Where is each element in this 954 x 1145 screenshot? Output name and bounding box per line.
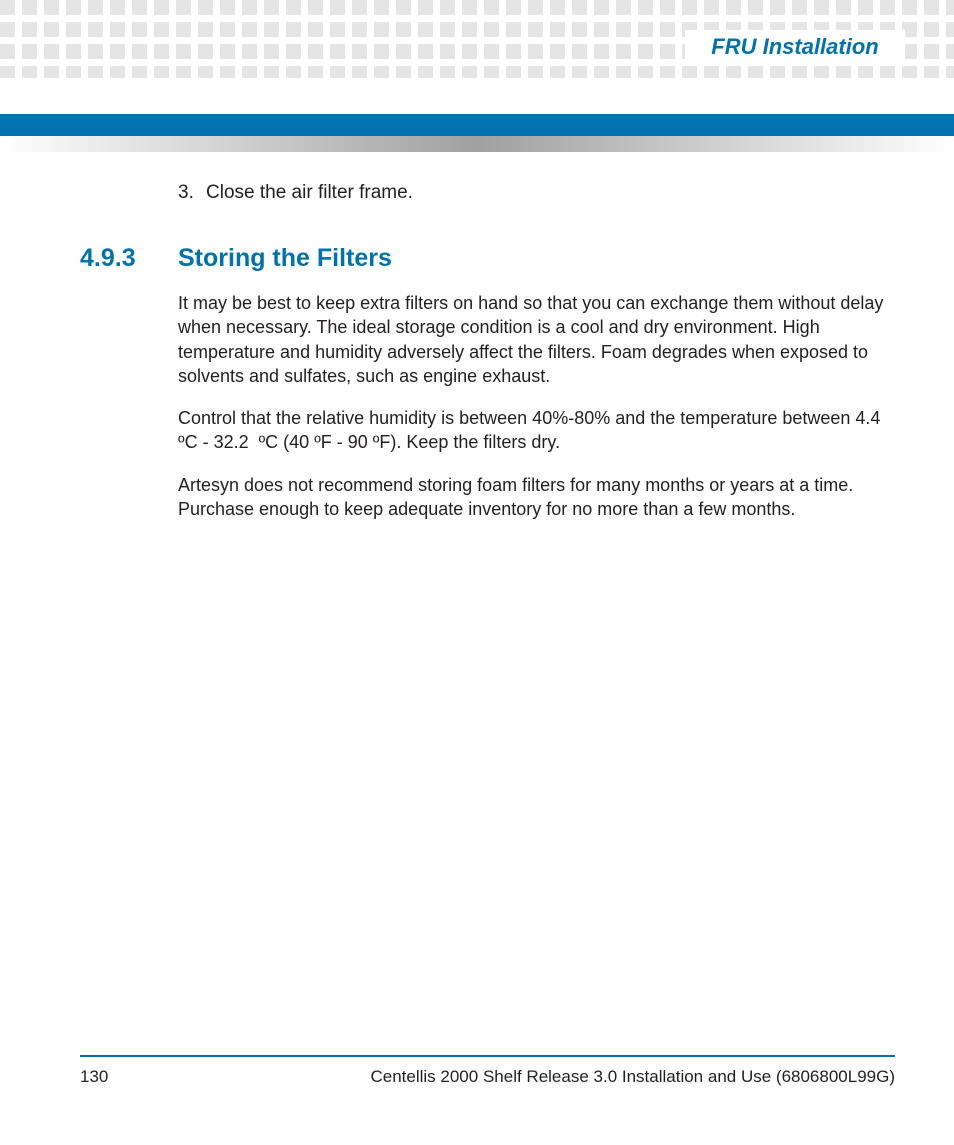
paragraph-2: Control that the relative humidity is be… xyxy=(178,406,895,455)
page-number: 130 xyxy=(80,1067,108,1087)
section-number: 4.9.3 xyxy=(80,244,178,273)
header-title: FRU Installation xyxy=(711,34,878,60)
header-blue-bar xyxy=(0,114,954,136)
paragraph-1: It may be best to keep extra filters on … xyxy=(178,291,895,388)
list-number: 3. xyxy=(178,182,206,204)
footer-doc-title: Centellis 2000 Shelf Release 3.0 Install… xyxy=(370,1067,895,1087)
page-footer: 130 Centellis 2000 Shelf Release 3.0 Ins… xyxy=(80,1055,895,1087)
list-text: Close the air filter frame. xyxy=(206,182,413,204)
paragraph-3: Artesyn does not recommend storing foam … xyxy=(178,473,895,522)
page-content: 3. Close the air filter frame. 4.9.3 Sto… xyxy=(80,182,895,539)
header-title-box: FRU Installation xyxy=(685,30,905,64)
header-gradient-bar xyxy=(0,136,954,152)
footer-rule xyxy=(80,1055,895,1057)
list-item-3: 3. Close the air filter frame. xyxy=(178,182,895,204)
section-heading: 4.9.3 Storing the Filters xyxy=(80,244,895,273)
section-title: Storing the Filters xyxy=(178,244,392,273)
